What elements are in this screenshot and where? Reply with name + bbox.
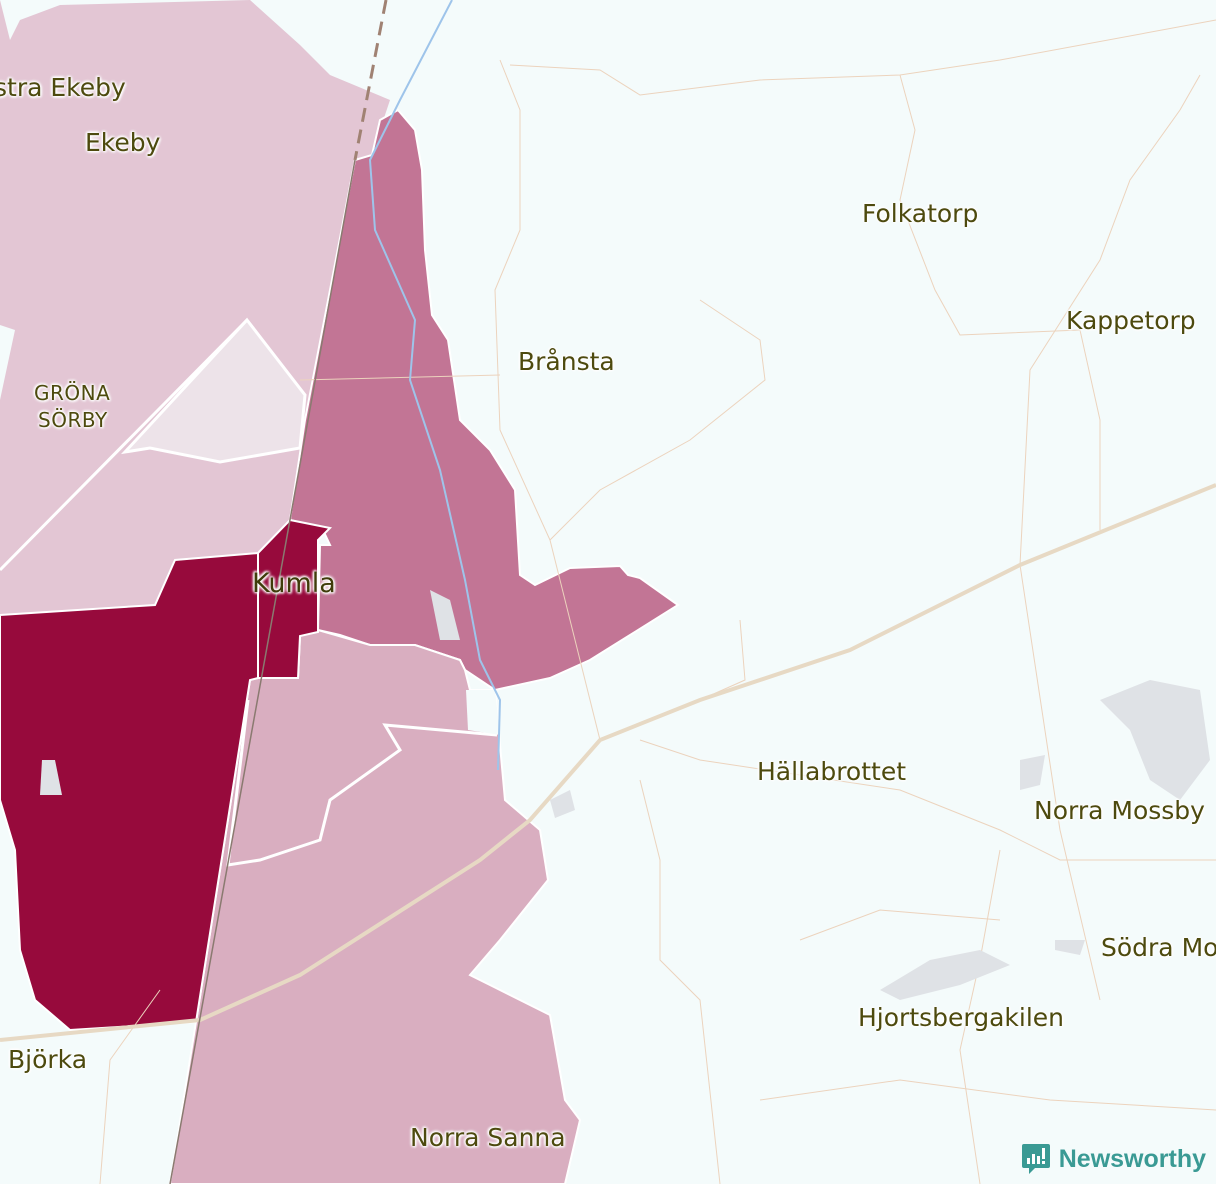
place-label: Björka xyxy=(8,1045,88,1074)
main-road xyxy=(0,483,1216,1042)
quarry-areas xyxy=(40,590,1210,1000)
railway xyxy=(169,159,356,1184)
place-label-kumla: Kumla xyxy=(252,568,336,599)
place-label: Hällabrottet xyxy=(757,757,907,786)
region-lightest-grona-sorby[interactable] xyxy=(120,317,307,464)
place-label: SÖRBY xyxy=(38,408,108,432)
region-medium-light-south[interactable] xyxy=(168,628,582,1184)
place-label: Kappetorp xyxy=(1066,306,1196,335)
region-border xyxy=(0,318,249,572)
place-label: Norra Mossby xyxy=(1034,796,1205,825)
water-pocket xyxy=(466,690,500,735)
place-label: Hjortsbergakilen xyxy=(858,1003,1065,1032)
place-label: Brånsta xyxy=(518,347,615,376)
railway xyxy=(353,0,388,161)
place-label: GRÖNA xyxy=(34,381,111,405)
place-label: Södra Mo xyxy=(1101,933,1216,962)
place-label: Ekeby xyxy=(85,128,161,157)
river xyxy=(368,0,502,771)
place-label: stra Ekeby xyxy=(0,73,126,102)
region-border xyxy=(226,699,498,867)
brand-name: Newsworthy xyxy=(1058,1144,1206,1173)
region-light-northwest[interactable] xyxy=(0,0,390,615)
place-label: Folkatorp xyxy=(862,199,979,228)
newsworthy-logo: Newsworthy xyxy=(1016,1140,1210,1178)
place-label: Norra Sanna xyxy=(410,1123,566,1152)
bar-chart-speech-icon xyxy=(1021,1144,1050,1174)
